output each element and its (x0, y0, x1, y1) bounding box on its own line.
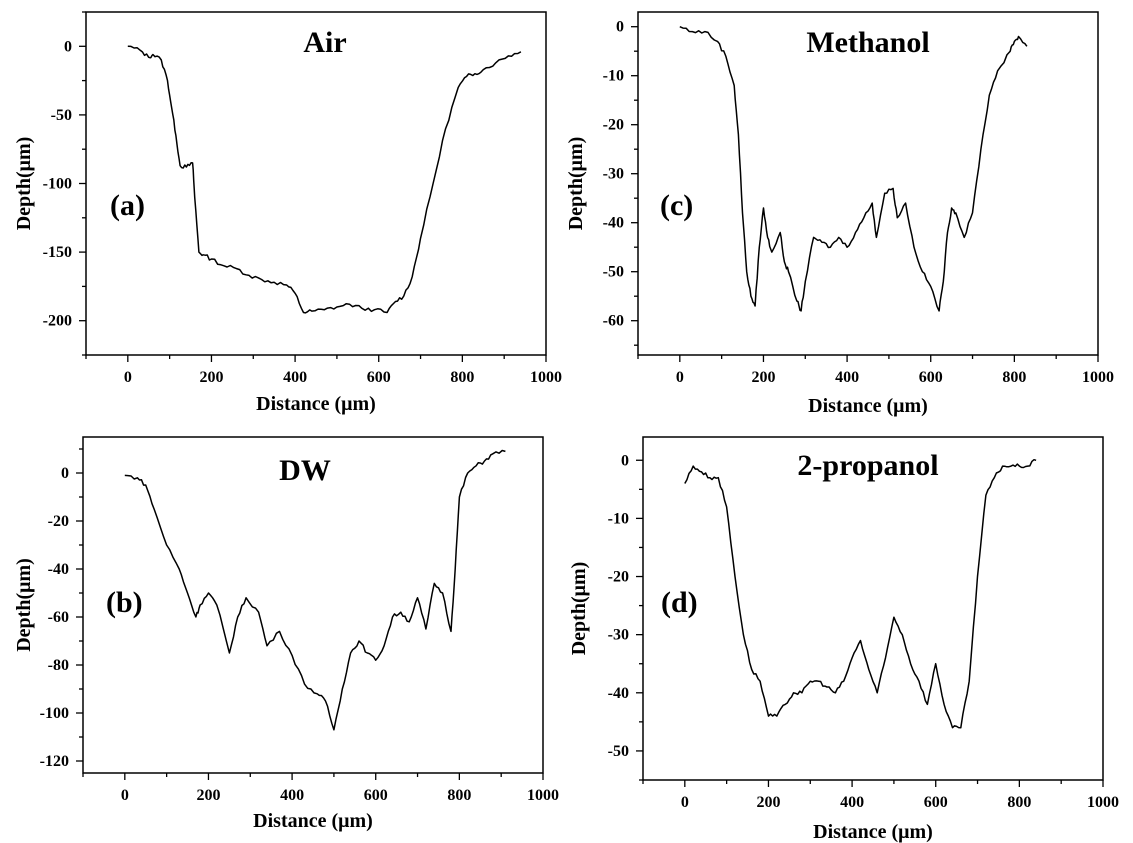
y-tick-label: -40 (608, 685, 629, 702)
y-tick-label: -200 (43, 313, 72, 330)
y-tick-label: -10 (603, 68, 624, 85)
x-axis-label: Distance (μm) (253, 810, 373, 832)
y-tick-label: -100 (40, 705, 69, 722)
x-tick-label: 0 (124, 369, 132, 386)
series-line (679, 26, 1028, 312)
plot-frame (82, 436, 544, 774)
y-tick-label: -50 (608, 743, 629, 760)
x-tick-label: 600 (367, 369, 391, 386)
y-tick-label: -20 (48, 513, 69, 530)
y-tick-label: -10 (608, 510, 629, 527)
panel-tag: (a) (110, 189, 145, 222)
x-tick-label: 1000 (1087, 794, 1119, 811)
y-tick-label: 0 (61, 465, 69, 482)
y-tick-label: 0 (616, 19, 624, 36)
y-tick-label: -60 (603, 313, 624, 330)
x-tick-label: 400 (283, 369, 307, 386)
panel-a: 0 200 400 600 800 1000 0 -50 -100 -150 -200 Distanc… (13, 11, 562, 415)
panel-b: 0 200 400 600 800 1000 0 -20 -40 -60 -80 -100 -120 Di… (13, 436, 559, 832)
x-tick-label: 0 (121, 787, 129, 804)
y-tick-label: -50 (51, 107, 72, 124)
y-tick-label: -100 (43, 176, 72, 193)
plot-frame (85, 11, 547, 356)
x-tick-label: 600 (364, 787, 388, 804)
series-line (127, 45, 522, 314)
y-tick-label: -80 (48, 657, 69, 674)
x-tick-label: 800 (1007, 794, 1031, 811)
y-tick-label: 0 (64, 38, 72, 55)
x-tick-label: 1000 (1082, 369, 1114, 386)
x-tick-label: 400 (835, 369, 859, 386)
panel-tag: (d) (661, 586, 698, 619)
plot-frame (642, 436, 1104, 781)
panel-title: DW (279, 454, 331, 487)
x-tick-label: 600 (924, 794, 948, 811)
x-tick-label: 200 (199, 369, 223, 386)
x-tick-label: 1000 (527, 787, 559, 804)
x-tick-label: 200 (751, 369, 775, 386)
y-tick-label: -120 (40, 753, 69, 770)
x-tick-label: 0 (681, 794, 689, 811)
plot-frame (637, 11, 1099, 356)
panel-tag: (c) (660, 189, 693, 222)
x-tick-label: 1000 (530, 369, 562, 386)
y-tick-label: -40 (48, 561, 69, 578)
x-tick-label: 800 (450, 369, 474, 386)
y-tick-label: -20 (608, 569, 629, 586)
x-tick-label: 0 (676, 369, 684, 386)
x-tick-label: 400 (840, 794, 864, 811)
x-tick-label: 200 (196, 787, 220, 804)
panel-d: 0 200 400 600 800 1000 0 -10 -20 -30 -40 -50 Distanc… (568, 436, 1119, 843)
x-tick-label: 800 (1002, 369, 1026, 386)
y-tick-label: -30 (603, 166, 624, 183)
x-tick-label: 200 (756, 794, 780, 811)
y-tick-label: -40 (603, 215, 624, 232)
panel-c: 0 200 400 600 800 1000 0 -10 -20 -30 -40 -50 -60 Dist… (565, 11, 1114, 417)
y-tick-label: -60 (48, 609, 69, 626)
series-line (124, 449, 506, 731)
panel-tag: (b) (106, 586, 143, 619)
x-axis-label: Distance (μm) (808, 395, 928, 417)
x-tick-label: 600 (919, 369, 943, 386)
panel-title: Methanol (806, 26, 929, 59)
y-axis-label: Depth(μm) (13, 558, 35, 652)
panel-title: Air (303, 26, 346, 59)
x-axis-label: Distance (μm) (256, 393, 376, 415)
y-tick-label: -50 (603, 264, 624, 281)
y-axis-label: Depth(μm) (13, 137, 35, 231)
y-tick-label: 0 (621, 452, 629, 469)
series-line (684, 458, 1037, 729)
x-tick-label: 800 (447, 787, 471, 804)
x-tick-label: 400 (280, 787, 304, 804)
x-axis-label: Distance (μm) (813, 821, 933, 843)
y-axis-label: Depth(μm) (565, 137, 587, 231)
y-tick-label: -30 (608, 627, 629, 644)
y-tick-label: -150 (43, 244, 72, 261)
panel-title: 2-propanol (797, 449, 938, 482)
y-axis-label: Depth(μm) (568, 562, 590, 656)
y-tick-label: -20 (603, 117, 624, 134)
